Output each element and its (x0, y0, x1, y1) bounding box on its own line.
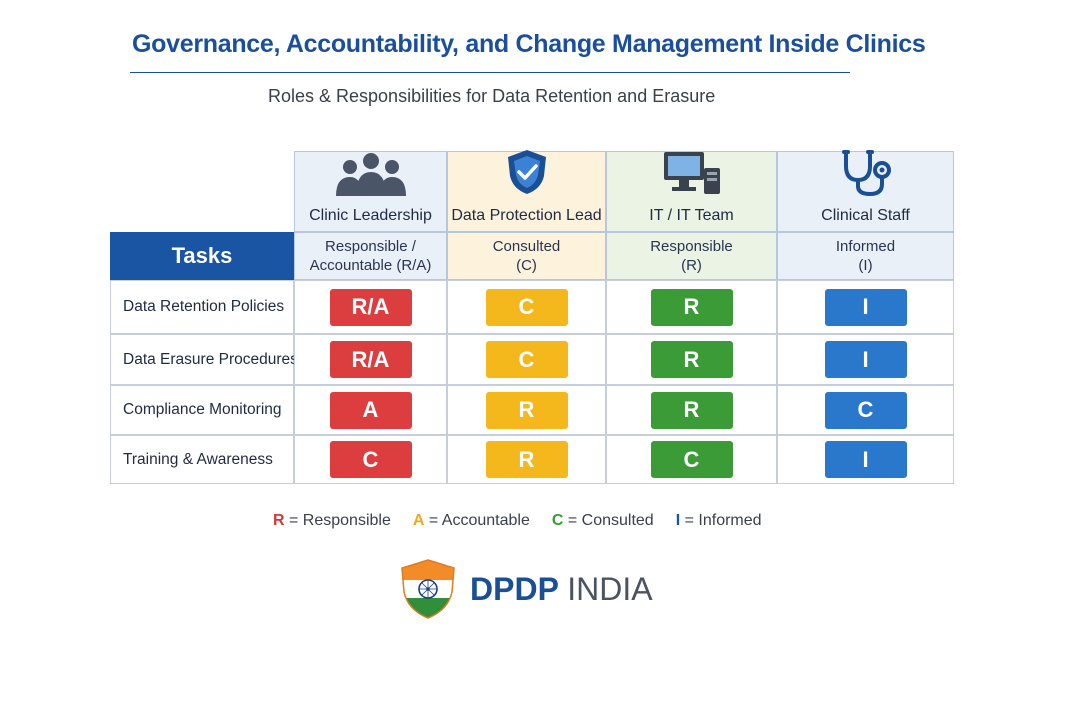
brand-india: INDIA (567, 570, 653, 607)
role-type-line1: Responsible / (325, 238, 416, 255)
role-name: Clinic Leadership (309, 207, 432, 224)
page-title: Governance, Accountability, and Change M… (132, 30, 926, 58)
raci-badge: R/A (329, 288, 412, 326)
legend-item: A = Accountable (413, 512, 530, 530)
raci-cell: R (606, 334, 777, 385)
role-type-line2: (C) (516, 257, 537, 274)
raci-badge: I (824, 288, 907, 326)
legend-text: = Responsible (289, 512, 391, 529)
raci-cell: I (777, 435, 954, 484)
legend-item: C = Consulted (552, 512, 654, 530)
role-name: Clinical Staff (821, 207, 910, 224)
role-header-4: Clinical Staff (777, 148, 954, 232)
raci-cell: R (447, 385, 606, 435)
role-type-line1: Consulted (492, 238, 561, 255)
role-type-1: Responsible / Accountable (R/A) (294, 232, 447, 280)
legend-item: R = Responsible (273, 512, 391, 530)
legend-text: = Accountable (428, 512, 530, 529)
raci-cell: R/A (294, 280, 447, 334)
role-header-3: IT / IT Team (606, 151, 777, 232)
raci-cell: R/A (294, 334, 447, 385)
raci-cell: C (294, 435, 447, 484)
raci-badge: C (650, 441, 733, 478)
raci-cell: C (447, 280, 606, 334)
raci-badge: C (485, 288, 568, 326)
raci-badge: I (824, 341, 907, 378)
role-type-4: Informed (I) (777, 232, 954, 280)
role-header-2: Data Protection Lead (447, 148, 606, 232)
legend-text: = Informed (684, 512, 762, 529)
role-header-1: Clinic Leadership (294, 151, 447, 232)
stethoscope-icon (836, 148, 896, 207)
legend-key: R (273, 512, 285, 529)
raci-badge: R (650, 341, 733, 378)
task-label: Data Retention Policies (110, 280, 294, 334)
legend: R = Responsible A = Accountable C = Consul… (273, 512, 762, 530)
task-label: Compliance Monitoring (110, 385, 294, 435)
shield-check-icon (505, 148, 549, 207)
page-subtitle: Roles & Responsibilities for Data Retent… (268, 86, 716, 106)
raci-badge: R/A (329, 341, 412, 378)
raci-badge: C (824, 391, 907, 429)
brand-dpdp: DPDP (470, 570, 559, 607)
raci-badge: R (650, 288, 733, 326)
raci-cell: A (294, 385, 447, 435)
legend-key: A (412, 512, 425, 529)
role-type-line2: (I) (858, 257, 873, 274)
role-name: IT / IT Team (649, 207, 734, 224)
raci-cell: R (606, 385, 777, 435)
legend-item: I = Informed (676, 512, 762, 530)
legend-text: = Consulted (567, 512, 654, 529)
computer-icon (662, 150, 722, 207)
raci-cell: C (447, 334, 606, 385)
tasks-header: Tasks (110, 232, 294, 280)
raci-cell: I (777, 280, 954, 334)
role-type-line1: Informed (835, 238, 896, 255)
legend-key: C (551, 512, 564, 529)
raci-badge: R (650, 391, 733, 429)
raci-badge: R (485, 441, 568, 478)
raci-badge: A (329, 391, 412, 429)
brand-name: DPDP INDIA (470, 571, 653, 608)
role-type-2: Consulted (C) (447, 232, 606, 280)
raci-cell: C (777, 385, 954, 435)
role-type-line1: Responsible (650, 238, 733, 255)
role-type-line2: Accountable (R/A) (309, 257, 432, 274)
raci-cell: I (777, 334, 954, 385)
raci-cell: R (606, 280, 777, 334)
task-label: Data Erasure Procedures (110, 334, 298, 385)
raci-badge: C (485, 341, 568, 378)
dpdp-india-logo: DPDP INDIA (398, 558, 653, 620)
role-type-3: Responsible (R) (606, 232, 777, 280)
raci-badge: I (824, 441, 907, 478)
role-name: Data Protection Lead (451, 207, 602, 224)
people-group-icon (332, 152, 410, 207)
legend-key: I (675, 512, 681, 529)
raci-badge: C (329, 441, 412, 478)
raci-cell: C (606, 435, 777, 484)
task-label: Training & Awareness (110, 435, 294, 484)
raci-cell: R (447, 435, 606, 484)
raci-badge: R (485, 391, 568, 429)
title-underline (130, 72, 850, 73)
india-flag-shield-icon (401, 559, 455, 619)
role-type-line2: (R) (681, 257, 702, 274)
